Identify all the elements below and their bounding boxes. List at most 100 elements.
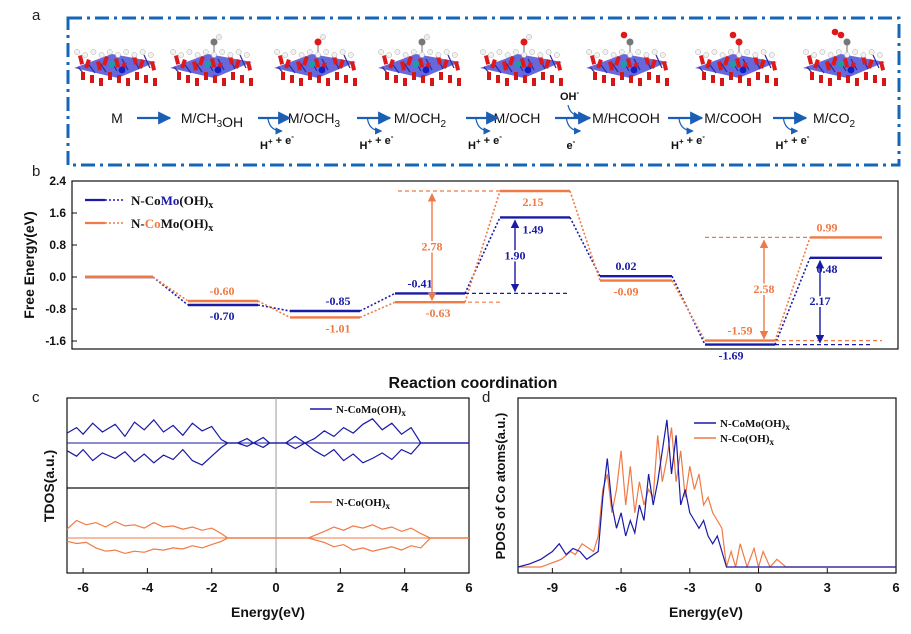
slab-co2-structure-icon <box>803 28 886 86</box>
dos-curve-up <box>66 519 469 539</box>
panel-a-frame <box>66 16 901 167</box>
pdos-curve <box>518 427 896 570</box>
y-tick-label: 0.8 <box>49 238 66 252</box>
x-tick-label: -4 <box>142 580 154 595</box>
energy-connector <box>359 301 396 319</box>
panel-b-y-axis-label: Free Energy(eV) <box>21 211 37 318</box>
x-tick-label: -3 <box>684 580 696 595</box>
legend-label: N-Co(OH)x <box>336 497 391 511</box>
panel-d: d N-CoMo(OH)xN-Co(OH)x -9 -6 -3 0 3 6 PDOS of … <box>482 389 900 620</box>
panel-b-axes-frame <box>71 180 899 350</box>
slab-cooh-structure-icon <box>695 31 778 86</box>
panel-d-letter: d <box>482 389 490 406</box>
legend-label: N-CoMo(OH)x <box>131 216 213 234</box>
reaction-state-label: M/CO2 <box>813 110 856 130</box>
step-byproduct-label: H+ + e- <box>260 132 294 152</box>
y-tick-label: 2.4 <box>49 174 66 188</box>
energy-value-label: 2.15 <box>523 195 544 209</box>
energy-connector <box>774 257 811 345</box>
energy-connector <box>152 276 189 302</box>
panel-b: b 2.4 1.6 0.8 0.0 -0.8 -1.6 Free Energy(eV) R… <box>21 163 899 392</box>
reaction-state-label: M/HCOOH <box>592 110 660 126</box>
reaction-state-label: M/OCH2 <box>394 110 447 130</box>
energy-value-label: -0.09 <box>614 285 639 299</box>
slab-och2-structure-icon <box>378 34 461 86</box>
energy-value-label: -1.01 <box>326 321 351 335</box>
step-byproduct-label: H+ + e- <box>360 132 394 152</box>
energy-value-label: -1.59 <box>728 324 753 338</box>
slab-och-structure-icon <box>480 34 563 86</box>
x-tick-label: -2 <box>206 580 218 595</box>
energy-value-label: 1.49 <box>523 222 544 236</box>
barrier-value-label: 2.58 <box>754 282 775 296</box>
side-product-arrow <box>267 118 283 135</box>
energy-connector <box>257 304 291 312</box>
pdos-curve <box>517 419 896 568</box>
side-product-arrow <box>366 118 383 135</box>
panel-c-axes-frame <box>66 397 470 574</box>
panel-c-x-axis-label: Energy(eV) <box>231 604 305 620</box>
barrier-value-label: 2.17 <box>810 294 831 308</box>
panel-b-x-axis-label: Reaction coordination <box>389 375 558 392</box>
energy-connector <box>359 292 396 312</box>
energy-connector <box>464 217 501 294</box>
energy-value-label: 0.02 <box>616 259 637 273</box>
y-tick-label: -0.8 <box>45 302 66 316</box>
panel-b-letter: b <box>32 163 40 180</box>
x-tick-label: 3 <box>824 580 831 595</box>
barrier-value-label: 2.78 <box>422 240 443 254</box>
reaction-state-label: M/CH3OH <box>181 110 243 130</box>
x-tick-label: 6 <box>892 580 899 595</box>
reaction-state-label: M/COOH <box>704 110 762 126</box>
energy-connector <box>569 190 601 281</box>
side-product-arrow <box>782 118 799 135</box>
x-tick-label: -9 <box>547 580 559 595</box>
barrier-value-label: 1.90 <box>505 248 526 262</box>
energy-value-label: -0.60 <box>210 284 235 298</box>
x-tick-label: 6 <box>465 580 472 595</box>
x-tick-label: 0 <box>755 580 762 595</box>
side-product-arrow <box>565 118 582 135</box>
oh-inlet-arrow <box>567 104 581 119</box>
step-byproduct-label: e- <box>567 137 576 152</box>
panel-d-y-axis-label: PDOS of Co atoms(a.u.) <box>493 413 508 560</box>
panel-a: a M M/CH3OH M/OCH3 M/OCH2 M/OCH M/HCOOH M/COOH… <box>32 7 901 167</box>
energy-connector <box>774 237 811 341</box>
energy-connector <box>464 190 501 303</box>
energy-connector <box>257 300 291 319</box>
energy-connector <box>152 276 189 306</box>
x-tick-label: 4 <box>401 580 409 595</box>
energy-connector <box>671 280 706 341</box>
panel-c-letter: c <box>32 389 40 406</box>
legend-label: N-Co(OH)x <box>720 433 775 447</box>
slab-ch3oh-structure-icon <box>170 34 253 86</box>
legend-label: N-CoMo(OH)x <box>131 193 213 211</box>
x-tick-label: -6 <box>615 580 627 595</box>
y-tick-label: 0.0 <box>49 270 66 284</box>
reaction-state-label: M/OCH3 <box>288 110 341 130</box>
x-tick-label: -6 <box>77 580 89 595</box>
step-byproduct-label: H+ + e- <box>468 132 502 152</box>
oh-reactant-label: OH- <box>560 88 580 103</box>
reaction-state-label: M <box>111 110 123 126</box>
slab-structure-icon <box>74 49 157 86</box>
panel-c: c N-CoMo(OH)x N-Co(OH)x -6 -4 -2 0 2 4 6 TDOS(a.… <box>32 389 473 620</box>
energy-value-label: -0.63 <box>426 306 451 320</box>
energy-value-label: -1.69 <box>719 349 744 363</box>
energy-value-label: -0.85 <box>326 294 351 308</box>
dos-curve-down <box>66 537 469 555</box>
panel-d-x-axis-label: Energy(eV) <box>669 604 743 620</box>
slab-hcooh-structure-icon <box>586 31 669 86</box>
energy-connector <box>569 217 601 277</box>
energy-connector <box>671 275 706 345</box>
step-byproduct-label: H+ + e- <box>671 132 705 152</box>
dos-curve-down <box>66 442 469 466</box>
x-tick-label: 2 <box>337 580 344 595</box>
y-tick-label: -1.6 <box>45 334 66 348</box>
side-product-arrow <box>475 118 491 135</box>
panel-a-letter: a <box>32 7 41 24</box>
panel-d-axes-frame <box>517 397 897 574</box>
x-tick-label: 0 <box>272 580 279 595</box>
energy-value-label: -0.70 <box>210 309 235 323</box>
